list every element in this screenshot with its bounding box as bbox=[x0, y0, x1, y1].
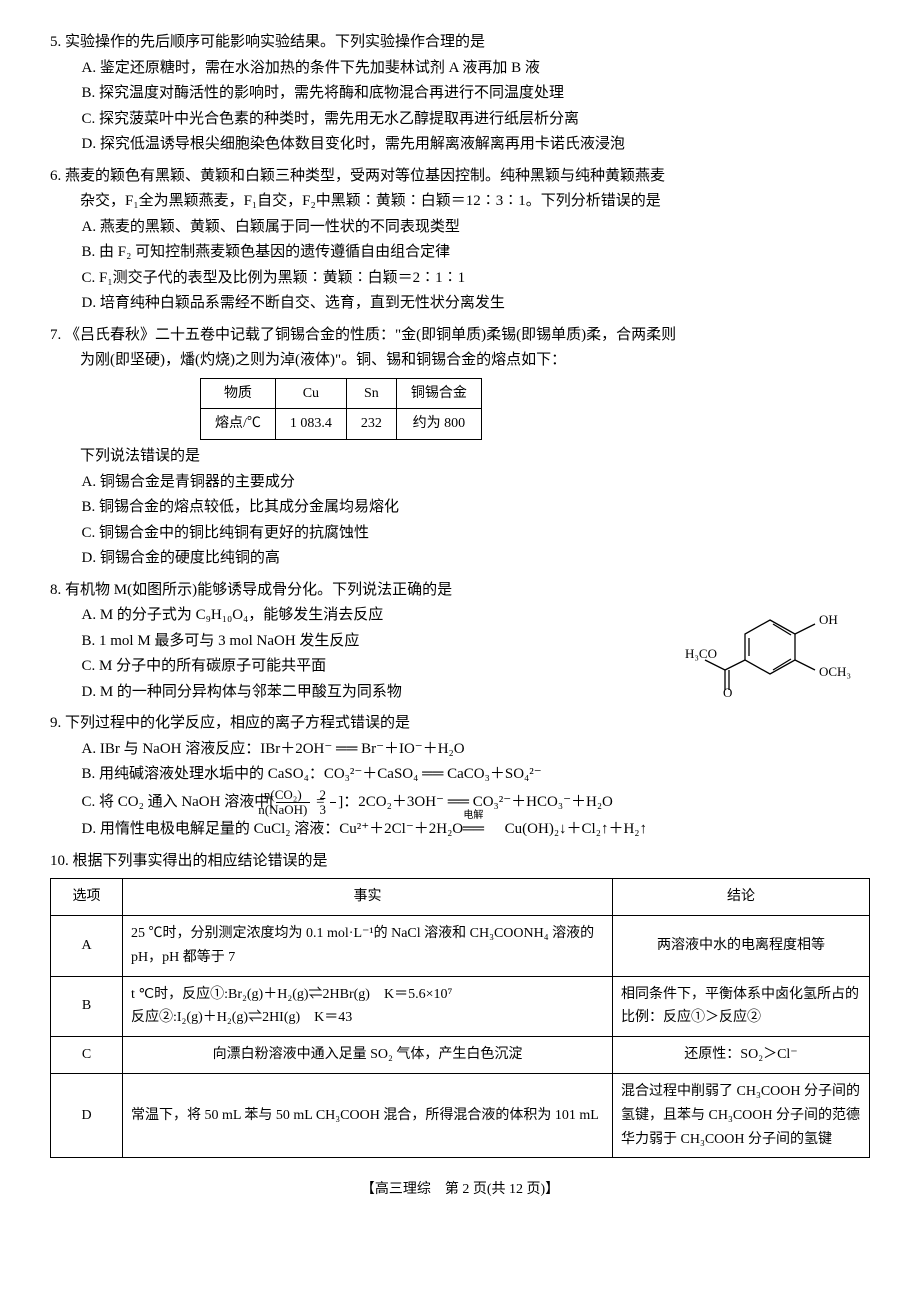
q9d-post: Cu(OH)₂↓＋Cl₂↑＋H₂↑ bbox=[501, 821, 647, 837]
q10-b-fact: t ℃时，反应①:Br₂(g)＋H₂(g)⇌2HBr(g) K＝5.6×10⁷ … bbox=[123, 976, 613, 1037]
q7-stem-line1: 《吕氏春秋》二十五卷中记载了铜锡合金的性质："金(即铜单质)柔锡(即锡单质)柔，… bbox=[65, 327, 676, 343]
q7-stem: 7. 《吕氏春秋》二十五卷中记载了铜锡合金的性质："金(即铜单质)柔锡(即锡单质… bbox=[50, 323, 870, 349]
q10-b-concl: 相同条件下，平衡体系中卤化氢所占的比例：反应①＞反应② bbox=[613, 976, 870, 1037]
q9c-frac2-den: 3 bbox=[330, 803, 336, 817]
q10-c-opt: C bbox=[51, 1037, 123, 1074]
q7-table: 物质 Cu Sn 铜锡合金 熔点/℃ 1 083.4 232 约为 800 bbox=[200, 378, 482, 441]
q10-c-concl: 还原性：SO₂＞Cl⁻ bbox=[613, 1037, 870, 1074]
q9-stem-text: 下列过程中的化学反应，相应的离子方程式错误的是 bbox=[65, 715, 410, 731]
q7-stem-line2: 为刚(即坚硬)，燔(灼烧)之则为淖(液体)"。铜、锡和铜锡合金的熔点如下： bbox=[50, 348, 870, 374]
question-6: 6. 燕麦的颖色有黑颖、黄颖和白颖三种类型，受两对等位基因控制。纯种黑颖与纯种黄… bbox=[50, 164, 870, 317]
q5-option-c: C. 探究菠菜叶中光合色素的种类时，需先用无水乙醇提取再进行纸层析分离 bbox=[50, 107, 870, 133]
q7-option-c: C. 铜锡合金中的铜比纯铜有更好的抗腐蚀性 bbox=[50, 521, 870, 547]
mol-label-o: O bbox=[723, 685, 732, 697]
q9c-frac1: n(CO₂)n(NaOH) bbox=[276, 788, 310, 818]
q10-row-b: B t ℃时，反应①:Br₂(g)＋H₂(g)⇌2HBr(g) K＝5.6×10… bbox=[51, 976, 870, 1037]
q7-th-sn: Sn bbox=[346, 378, 396, 409]
q6-num: 6. bbox=[50, 168, 61, 184]
q5-option-d: D. 探究低温诱导根尖细胞染色体数目变化时，需先用解离液解离再用卡诺氏液浸泡 bbox=[50, 132, 870, 158]
q10-row-a: A 25 ℃时，分别测定浓度均为 0.1 mol·L⁻¹的 NaCl 溶液和 C… bbox=[51, 915, 870, 976]
q10-th-concl: 结论 bbox=[613, 879, 870, 916]
q10-stem: 10. 根据下列事实得出的相应结论错误的是 bbox=[50, 849, 870, 875]
q9c-frac1-den: n(NaOH) bbox=[276, 803, 310, 817]
q9c-frac2: 23 bbox=[330, 788, 336, 818]
q7-table-data-row: 熔点/℃ 1 083.4 232 约为 800 bbox=[201, 409, 482, 440]
question-8: 8. 有机物 M(如图所示)能够诱导成骨分化。下列说法正确的是 A. M 的分子… bbox=[50, 578, 870, 706]
q9-stem: 9. 下列过程中的化学反应，相应的离子方程式错误的是 bbox=[50, 711, 870, 737]
page-footer: 【高三理综 第 2 页(共 12 页)】 bbox=[50, 1178, 870, 1202]
q5-stem: 5. 实验操作的先后顺序可能影响实验结果。下列实验操作合理的是 bbox=[50, 30, 870, 56]
q7-th-cu: Cu bbox=[275, 378, 346, 409]
q7-th-alloy: 铜锡合金 bbox=[396, 378, 481, 409]
q7-option-d: D. 铜锡合金的硬度比纯铜的高 bbox=[50, 546, 870, 572]
q9d-pre: D. 用惰性电极电解足量的 CuCl₂ 溶液：Cu²⁺＋2Cl⁻＋2H₂O bbox=[82, 821, 467, 837]
q10-th-fact: 事实 bbox=[123, 879, 613, 916]
q9-option-a: A. IBr 与 NaOH 溶液反应：IBr＋2OH⁻ ══ Br⁻＋IO⁻＋H… bbox=[50, 737, 870, 763]
q10-stem-text: 根据下列事实得出的相应结论错误的是 bbox=[73, 853, 328, 869]
question-10: 10. 根据下列事实得出的相应结论错误的是 选项 事实 结论 A 25 ℃时，分… bbox=[50, 849, 870, 1159]
q9-num: 9. bbox=[50, 715, 61, 731]
mol-label-oh: OH bbox=[819, 612, 838, 627]
question-7: 7. 《吕氏春秋》二十五卷中记载了铜锡合金的性质："金(即铜单质)柔锡(即锡单质… bbox=[50, 323, 870, 572]
q9-option-c: C. 将 CO₂ 通入 NaOH 溶液中[n(CO₂)n(NaOH) = 23]… bbox=[50, 788, 870, 818]
molecule-diagram: OH OCH₃ H₃CO O bbox=[685, 602, 860, 697]
q8-stem-text: 有机物 M(如图所示)能够诱导成骨分化。下列说法正确的是 bbox=[65, 582, 452, 598]
q8-stem: 8. 有机物 M(如图所示)能够诱导成骨分化。下列说法正确的是 bbox=[50, 578, 870, 604]
q6-option-c: C. F₁测交子代的表型及比例为黑颖∶黄颖∶白颖＝2∶1∶1 bbox=[50, 266, 870, 292]
q10-d-fact: 常温下，将 50 mL 苯与 50 mL CH₃COOH 混合，所得混合液的体积… bbox=[123, 1073, 613, 1157]
q10-d-concl: 混合过程中削弱了 CH₃COOH 分子间的氢键，且苯与 CH₃COOH 分子间的… bbox=[613, 1073, 870, 1157]
mol-label-h3co: H₃CO bbox=[685, 646, 717, 661]
q10-table: 选项 事实 结论 A 25 ℃时，分别测定浓度均为 0.1 mol·L⁻¹的 N… bbox=[50, 878, 870, 1158]
q7-td-cu: 1 083.4 bbox=[275, 409, 346, 440]
question-9: 9. 下列过程中的化学反应，相应的离子方程式错误的是 A. IBr 与 NaOH… bbox=[50, 711, 870, 843]
q9c-frac1-num: n(CO₂) bbox=[276, 788, 310, 803]
q7-num: 7. bbox=[50, 327, 61, 343]
q7-td-alloy: 约为 800 bbox=[396, 409, 481, 440]
electrolysis-arrow: 电解══ bbox=[467, 817, 501, 843]
q10-row-d: D 常温下，将 50 mL 苯与 50 mL CH₃COOH 混合，所得混合液的… bbox=[51, 1073, 870, 1157]
q10-d-opt: D bbox=[51, 1073, 123, 1157]
q9-option-d: D. 用惰性电极电解足量的 CuCl₂ 溶液：Cu²⁺＋2Cl⁻＋2H₂O 电解… bbox=[50, 817, 870, 843]
q6-option-b: B. 由 F₂ 可知控制燕麦颖色基因的遗传遵循自由组合定律 bbox=[50, 240, 870, 266]
q10-a-concl: 两溶液中水的电离程度相等 bbox=[613, 915, 870, 976]
q10-a-opt: A bbox=[51, 915, 123, 976]
q5-stem-text: 实验操作的先后顺序可能影响实验结果。下列实验操作合理的是 bbox=[65, 34, 485, 50]
q7-td-sn: 232 bbox=[346, 409, 396, 440]
q6-option-d: D. 培育纯种白颖品系需经不断自交、选育，直到无性状分离发生 bbox=[50, 291, 870, 317]
q6-stem-line1: 燕麦的颖色有黑颖、黄颖和白颖三种类型，受两对等位基因控制。纯种黑颖与纯种黄颖燕麦 bbox=[65, 168, 665, 184]
q7-sub: 下列说法错误的是 bbox=[50, 444, 870, 470]
q9-option-b: B. 用纯碱溶液处理水垢中的 CaSO₄：CO₃²⁻＋CaSO₄ ══ CaCO… bbox=[50, 762, 870, 788]
q10-a-fact: 25 ℃时，分别测定浓度均为 0.1 mol·L⁻¹的 NaCl 溶液和 CH₃… bbox=[123, 915, 613, 976]
q10-header-row: 选项 事实 结论 bbox=[51, 879, 870, 916]
q6-option-a: A. 燕麦的黑颖、黄颖、白颖属于同一性状的不同表现类型 bbox=[50, 215, 870, 241]
mol-label-och3: OCH₃ bbox=[819, 664, 851, 679]
q7-td-label: 熔点/℃ bbox=[201, 409, 276, 440]
q5-num: 5. bbox=[50, 34, 61, 50]
q8-num: 8. bbox=[50, 582, 61, 598]
question-5: 5. 实验操作的先后顺序可能影响实验结果。下列实验操作合理的是 A. 鉴定还原糖… bbox=[50, 30, 870, 158]
q5-option-a: A. 鉴定还原糖时，需在水浴加热的条件下先加斐林试剂 A 液再加 B 液 bbox=[50, 56, 870, 82]
q10-th-option: 选项 bbox=[51, 879, 123, 916]
q6-stem: 6. 燕麦的颖色有黑颖、黄颖和白颖三种类型，受两对等位基因控制。纯种黑颖与纯种黄… bbox=[50, 164, 870, 190]
q7-th-substance: 物质 bbox=[201, 378, 276, 409]
q10-row-c: C 向漂白粉溶液中通入足量 SO₂ 气体，产生白色沉淀 还原性：SO₂＞Cl⁻ bbox=[51, 1037, 870, 1074]
q5-option-b: B. 探究温度对酶活性的影响时，需先将酶和底物混合再进行不同温度处理 bbox=[50, 81, 870, 107]
q9c-frac2-num: 2 bbox=[330, 788, 336, 803]
q10-c-fact: 向漂白粉溶液中通入足量 SO₂ 气体，产生白色沉淀 bbox=[123, 1037, 613, 1074]
q9c-pre: C. 将 CO₂ 通入 NaOH 溶液中[ bbox=[82, 794, 275, 810]
q10-b-opt: B bbox=[51, 976, 123, 1037]
q6-stem-line2: 杂交，F₁全为黑颖燕麦，F₁自交，F₂中黑颖∶黄颖∶白颖＝12∶3∶1。下列分析… bbox=[50, 189, 870, 215]
q7-option-b: B. 铜锡合金的熔点较低，比其成分金属均易熔化 bbox=[50, 495, 870, 521]
electrolysis-label: 电解 bbox=[467, 807, 501, 824]
q10-num: 10. bbox=[50, 853, 69, 869]
q7-table-header-row: 物质 Cu Sn 铜锡合金 bbox=[201, 378, 482, 409]
q7-option-a: A. 铜锡合金是青铜器的主要成分 bbox=[50, 470, 870, 496]
